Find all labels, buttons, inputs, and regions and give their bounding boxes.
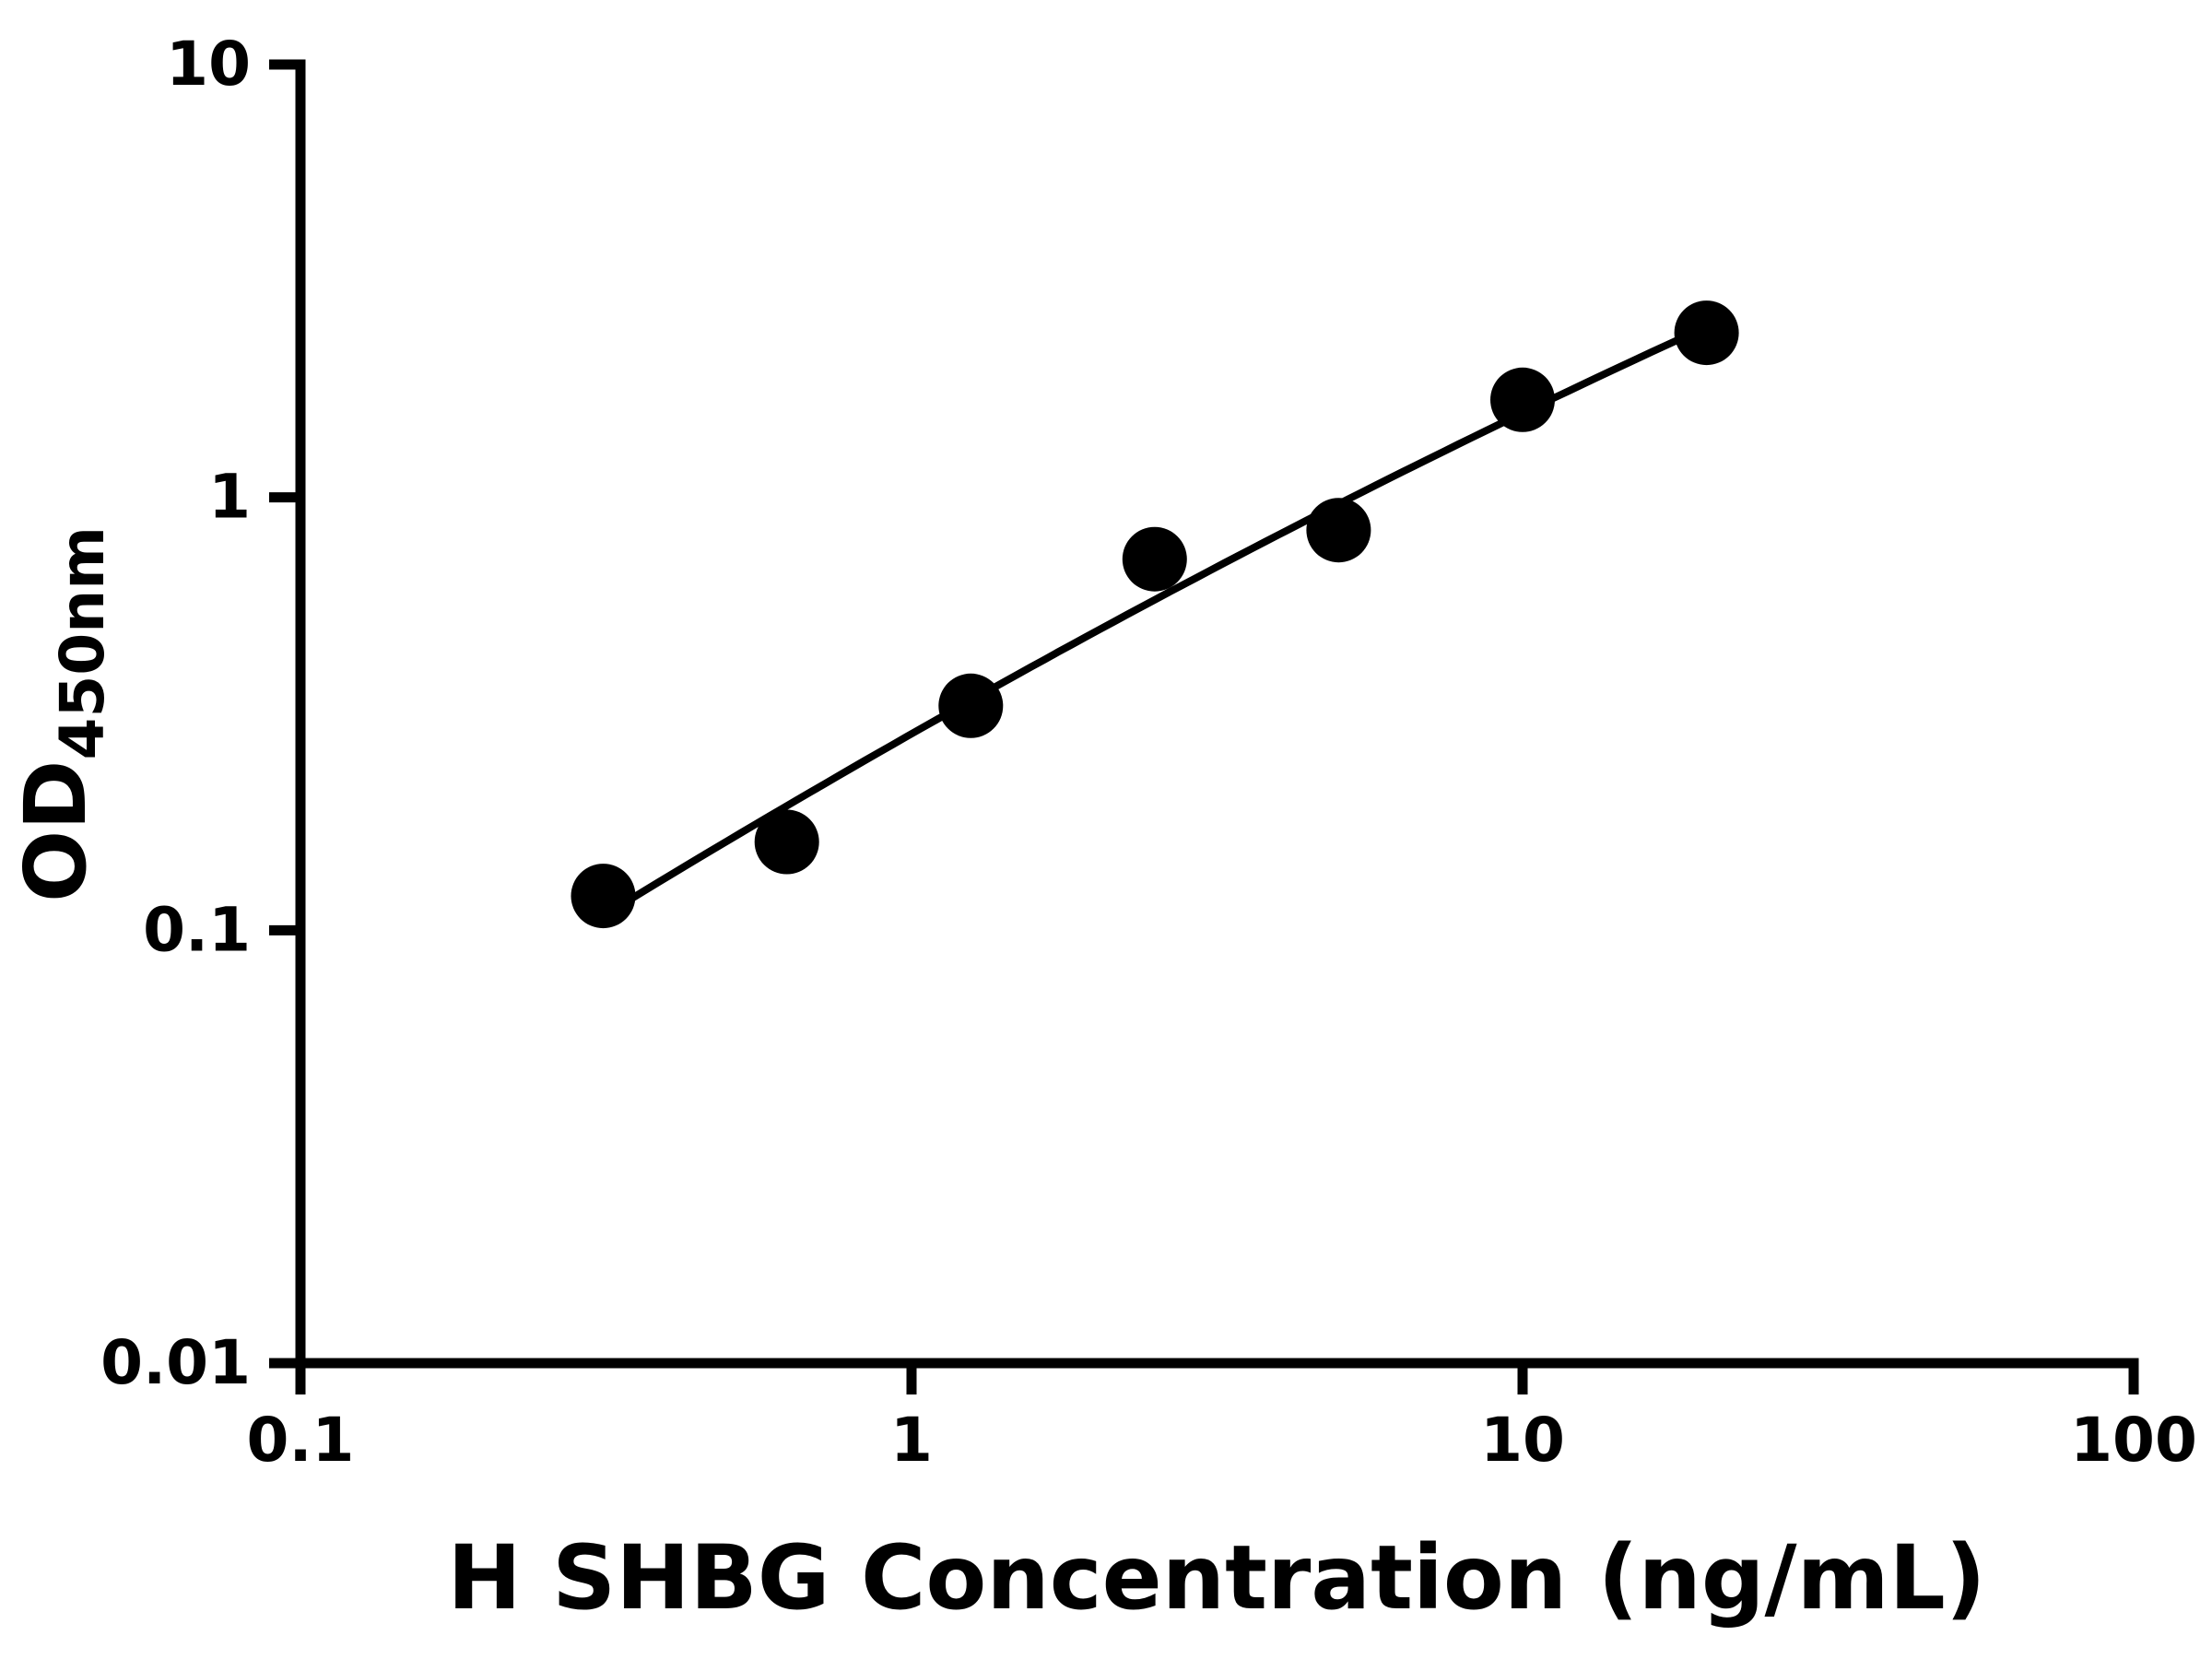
x-tick-label: 0.1 <box>247 1405 355 1476</box>
axes-spine <box>295 59 2139 1369</box>
data-point <box>754 809 819 875</box>
y-axis-title: OD450nm <box>6 526 118 902</box>
x-tick-label: 100 <box>2070 1405 2197 1476</box>
data-point <box>1674 300 1739 366</box>
y-axis-title-subscript: 450nm <box>47 526 118 760</box>
y-tick-label: 10 <box>166 29 251 100</box>
y-tick-label: 0.1 <box>143 894 251 965</box>
data-point <box>1490 367 1555 432</box>
data-point <box>571 864 636 929</box>
y-axis-title-base: OD <box>6 759 105 902</box>
y-tick-label: 0.01 <box>100 1327 251 1398</box>
y-tick-label: 1 <box>208 462 251 533</box>
data-point <box>1306 498 1371 563</box>
data-point <box>938 673 1004 738</box>
data-point <box>1122 526 1187 592</box>
x-tick-label: 1 <box>890 1405 933 1476</box>
x-axis-title: H SHBG Concentration (ng/mL) <box>447 1526 1985 1630</box>
x-tick-label: 10 <box>1480 1405 1565 1476</box>
